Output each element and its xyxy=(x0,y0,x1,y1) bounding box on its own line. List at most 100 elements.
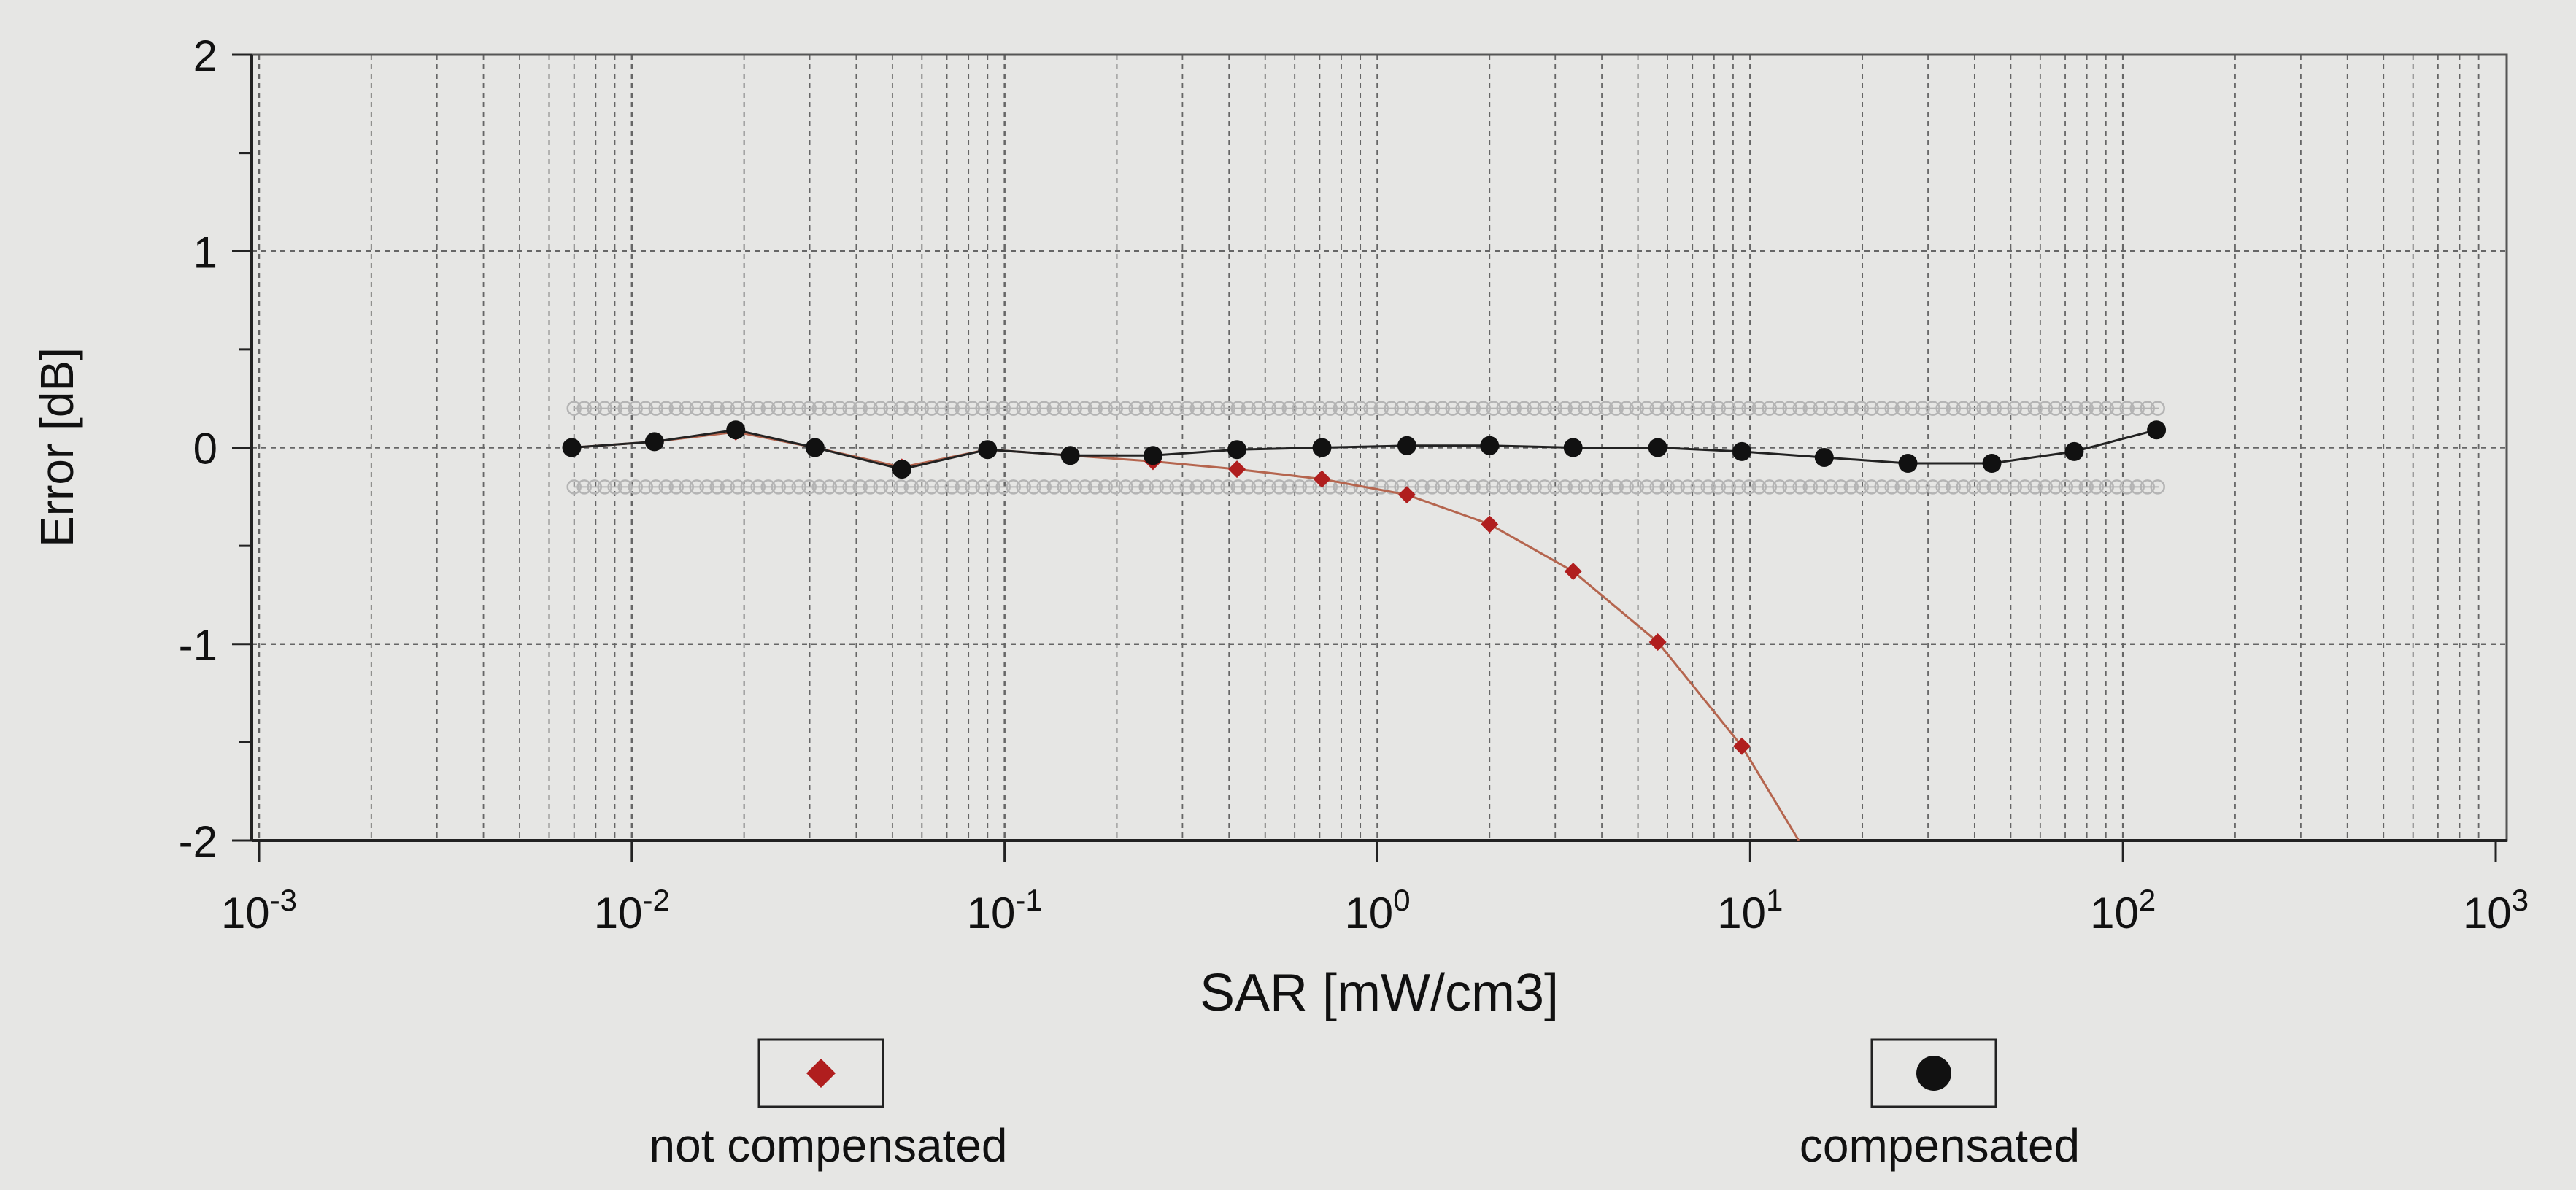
band-marker xyxy=(1578,401,1593,416)
band-marker xyxy=(1598,479,1613,495)
band-marker xyxy=(1751,479,1767,495)
band-marker xyxy=(1690,479,1705,495)
band-marker xyxy=(1762,479,1777,495)
data-point xyxy=(1648,633,1667,652)
band-marker xyxy=(1435,479,1450,495)
band-marker xyxy=(730,401,745,416)
x-tick-label: 101 xyxy=(1717,883,1783,938)
band-marker xyxy=(1384,479,1399,495)
data-point xyxy=(1480,436,1500,455)
band-marker xyxy=(1956,479,1971,495)
band-marker xyxy=(1057,401,1072,416)
y-tick-label: -2 xyxy=(179,817,217,866)
band-marker xyxy=(2037,479,2053,495)
band-marker xyxy=(607,479,622,495)
data-point xyxy=(805,438,825,457)
data-point xyxy=(2147,420,2167,440)
band-marker xyxy=(1445,401,1460,416)
band-marker xyxy=(1046,401,1062,416)
band-marker xyxy=(1424,401,1440,416)
y-tick-label: 0 xyxy=(193,425,217,474)
band-marker xyxy=(668,479,684,495)
band-marker xyxy=(1854,401,1869,416)
band-marker xyxy=(2058,401,2073,416)
band-marker xyxy=(1976,401,1991,416)
band-marker xyxy=(587,479,602,495)
x-tick-label: 102 xyxy=(2090,883,2156,938)
band-marker xyxy=(1476,479,1491,495)
band-marker xyxy=(1711,479,1726,495)
band-marker xyxy=(873,401,888,416)
band-marker xyxy=(1823,479,1838,495)
band-marker xyxy=(873,479,888,495)
band-marker xyxy=(668,401,684,416)
band-marker xyxy=(1874,401,1889,416)
band-marker xyxy=(648,479,663,495)
band-marker xyxy=(1833,401,1848,416)
band-marker xyxy=(1670,479,1685,495)
band-marker xyxy=(2078,401,2094,416)
band-marker xyxy=(1098,401,1113,416)
band-marker xyxy=(903,401,919,416)
band-marker xyxy=(1608,401,1624,416)
band-marker xyxy=(1986,401,2002,416)
band-marker xyxy=(1261,479,1276,495)
band-marker xyxy=(617,479,633,495)
band-marker xyxy=(740,401,755,416)
band-marker xyxy=(1772,401,1787,416)
band-marker xyxy=(628,401,643,416)
band-marker xyxy=(924,401,939,416)
band-marker xyxy=(1772,479,1787,495)
band-marker xyxy=(955,401,970,416)
band-marker xyxy=(1639,401,1654,416)
data-point xyxy=(1648,438,1667,457)
band-marker xyxy=(1557,479,1573,495)
band-marker xyxy=(760,401,776,416)
band-marker xyxy=(1854,479,1869,495)
band-marker xyxy=(1046,479,1062,495)
band-marker xyxy=(2140,479,2155,495)
data-point xyxy=(1898,454,1918,474)
band-marker xyxy=(1486,479,1501,495)
band-marker xyxy=(1067,479,1082,495)
band-marker xyxy=(2068,479,2083,495)
band-marker xyxy=(1169,479,1184,495)
band-marker xyxy=(1271,401,1287,416)
band-marker xyxy=(1741,401,1756,416)
band-marker xyxy=(1169,401,1184,416)
band-marker xyxy=(1210,401,1225,416)
band-marker xyxy=(679,479,694,495)
band-marker xyxy=(1333,479,1348,495)
band-marker xyxy=(2017,479,2032,495)
band-marker xyxy=(1925,479,1940,495)
band-marker xyxy=(1414,479,1430,495)
band-marker xyxy=(852,401,868,416)
band-marker xyxy=(1353,401,1368,416)
data-point xyxy=(1814,447,1834,467)
band-marker xyxy=(1087,401,1103,416)
band-marker xyxy=(1976,479,1991,495)
band-marker xyxy=(1189,479,1205,495)
data-point xyxy=(978,440,998,460)
data-point xyxy=(1732,737,1751,755)
band-marker xyxy=(1251,401,1266,416)
band-marker xyxy=(750,479,766,495)
band-marker xyxy=(842,401,857,416)
y-axis: 2 1 0 -1 -2 xyxy=(179,31,253,866)
band-marker xyxy=(1884,479,1900,495)
band-marker xyxy=(801,401,817,416)
band-marker xyxy=(2037,401,2053,416)
band-marker xyxy=(1343,401,1358,416)
band-marker xyxy=(720,401,735,416)
band-marker xyxy=(1302,401,1317,416)
band-marker xyxy=(1721,479,1736,495)
band-marker xyxy=(1179,401,1195,416)
band-marker xyxy=(1823,401,1838,416)
band-marker xyxy=(740,479,755,495)
data-point xyxy=(1481,515,1499,533)
band-marker xyxy=(1128,479,1144,495)
band-marker xyxy=(965,401,980,416)
band-marker xyxy=(1925,401,1940,416)
data-point xyxy=(1397,486,1416,504)
band-marker xyxy=(791,479,806,495)
